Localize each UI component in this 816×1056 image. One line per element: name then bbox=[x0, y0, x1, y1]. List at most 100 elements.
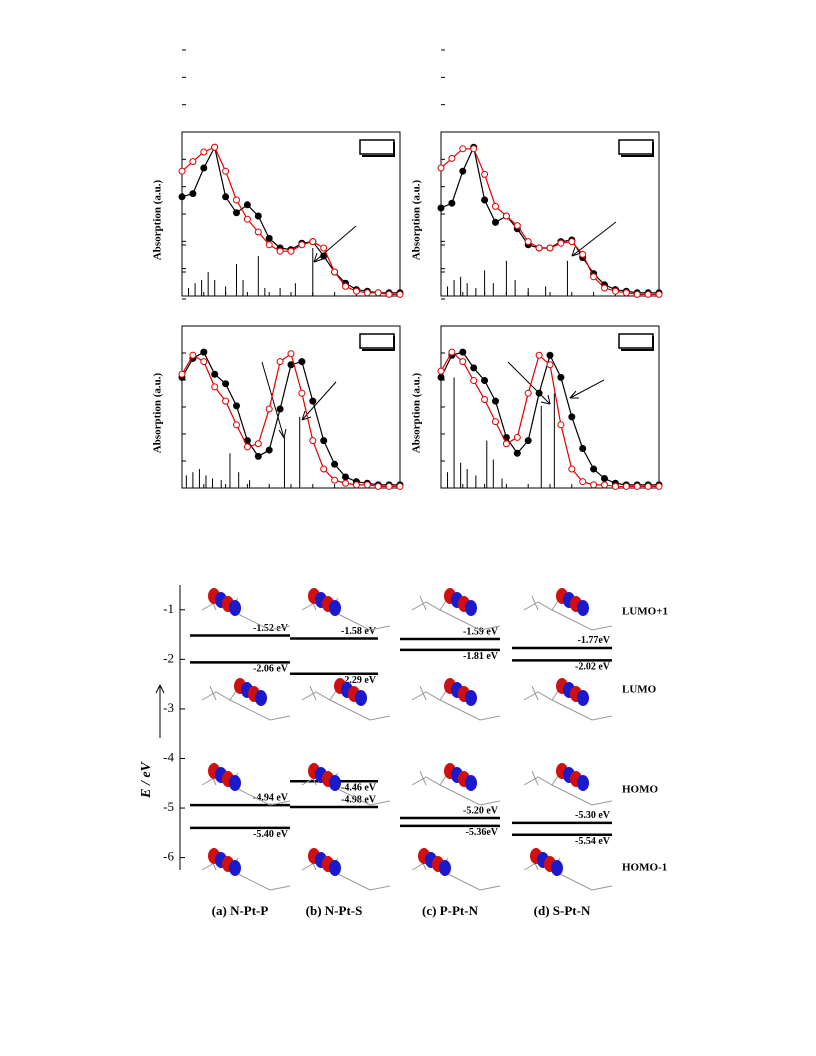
y-axis-label: Absorption (a.u.) bbox=[411, 372, 423, 453]
orbital-image bbox=[201, 588, 291, 631]
orbital-image bbox=[301, 763, 391, 806]
spectrum-line bbox=[181, 145, 400, 294]
spectrum-marker bbox=[200, 164, 208, 172]
spectrum-marker bbox=[437, 373, 445, 381]
y-tick-label: -6 bbox=[163, 849, 174, 864]
level-label: -2.06 eV bbox=[253, 664, 289, 675]
spectrum-marker bbox=[611, 482, 619, 490]
orbital-label: HOMO bbox=[622, 784, 658, 796]
spectrum-marker bbox=[222, 380, 230, 388]
lobe bbox=[329, 600, 341, 616]
spectrum-marker bbox=[448, 348, 456, 356]
spectrum-marker bbox=[265, 405, 273, 413]
spectrum-marker bbox=[535, 351, 543, 359]
lobe bbox=[255, 690, 267, 706]
spectrum-marker bbox=[331, 460, 339, 468]
spectrum-marker bbox=[448, 154, 456, 162]
spectrum-marker bbox=[287, 350, 295, 358]
spectrum-marker bbox=[655, 482, 663, 490]
spectrum-line bbox=[440, 351, 659, 488]
orbital-image bbox=[301, 848, 391, 891]
spectrum-marker bbox=[481, 170, 489, 178]
spectrum-marker bbox=[492, 418, 499, 426]
spectrum-marker bbox=[276, 405, 284, 413]
spectrum-marker bbox=[298, 241, 306, 249]
orbital-image bbox=[523, 588, 613, 631]
level-label: -5.20 eV bbox=[463, 805, 499, 816]
spectrum-marker bbox=[655, 290, 663, 298]
spectrum-line bbox=[440, 148, 659, 295]
spectrum-marker bbox=[524, 238, 532, 246]
orbital-label: HOMO-1 bbox=[622, 862, 667, 874]
spectrum-marker bbox=[459, 358, 467, 366]
legend-box bbox=[618, 139, 654, 155]
spectrum-marker bbox=[535, 389, 543, 397]
y-tick-label: -3 bbox=[163, 700, 174, 715]
spectrum-marker bbox=[557, 373, 565, 381]
legend-shadow bbox=[621, 142, 654, 157]
spectrum-marker bbox=[535, 244, 543, 252]
spectrum-marker bbox=[568, 465, 576, 473]
spectrum-marker bbox=[200, 358, 208, 366]
level-label: -5.54 eV bbox=[575, 836, 611, 847]
orbital-image bbox=[301, 588, 391, 631]
spectrum-marker bbox=[298, 389, 306, 397]
lobe bbox=[577, 690, 589, 706]
spectrum-marker bbox=[546, 361, 554, 369]
spectrum-marker bbox=[331, 476, 339, 484]
spectrum-marker bbox=[352, 287, 360, 295]
lobe bbox=[229, 775, 241, 791]
y-tick-label: -5 bbox=[163, 799, 174, 814]
level-label: -5.30 eV bbox=[575, 810, 611, 821]
spectrum-marker bbox=[513, 449, 521, 457]
level-label: -5.40 eV bbox=[253, 829, 289, 840]
spectrum-marker bbox=[568, 238, 576, 246]
spectrum-marker bbox=[265, 446, 273, 454]
lobe bbox=[551, 860, 563, 876]
orbital-image bbox=[411, 848, 501, 891]
spectrum-marker bbox=[481, 196, 489, 204]
spectrum-marker bbox=[448, 199, 456, 207]
spectrum-marker bbox=[633, 482, 641, 490]
y-axis-label: Absorption (a.u.) bbox=[411, 179, 423, 260]
spectrum-marker bbox=[287, 247, 295, 255]
legend-shadow bbox=[621, 336, 654, 351]
spectrum-marker bbox=[601, 481, 608, 489]
lobe bbox=[329, 775, 341, 791]
orbital-label: LUMO+1 bbox=[622, 606, 668, 618]
spectrum-marker bbox=[331, 268, 339, 276]
level-label: -1.58 eV bbox=[341, 626, 377, 637]
spectrum-marker bbox=[320, 244, 328, 252]
column-label: (d) S-Pt-N bbox=[534, 903, 591, 918]
spectrum-marker bbox=[342, 282, 349, 290]
column-label: (c) P-Pt-N bbox=[422, 903, 479, 918]
spectrum-marker bbox=[396, 290, 404, 298]
spectrum-marker bbox=[309, 397, 317, 405]
spectrum-marker bbox=[189, 190, 197, 198]
y-tick-label: -2 bbox=[163, 650, 174, 665]
spectrum-marker bbox=[590, 481, 598, 489]
spectrum-marker bbox=[644, 482, 652, 490]
y-tick-label: -4 bbox=[163, 749, 174, 764]
spectrum-marker bbox=[309, 437, 317, 445]
spectrum-marker bbox=[601, 475, 608, 483]
spectrum-marker bbox=[622, 289, 630, 297]
spectrum-marker bbox=[524, 389, 532, 397]
spectrum-marker bbox=[611, 287, 619, 295]
spectrum-marker bbox=[363, 289, 371, 297]
spectrum-marker bbox=[385, 482, 393, 490]
level-label: -4.94 eV bbox=[253, 792, 289, 803]
lobe bbox=[329, 860, 341, 876]
spectrum-marker bbox=[579, 250, 587, 258]
spectrum-marker bbox=[374, 482, 382, 490]
spectrum-marker bbox=[601, 284, 608, 292]
spectrum-marker bbox=[437, 204, 445, 212]
orbital-image bbox=[411, 763, 501, 806]
spectrum-marker bbox=[437, 367, 445, 375]
spectrum-marker bbox=[644, 290, 652, 298]
spectrum-marker bbox=[579, 445, 587, 452]
y-axis-label: Absorption (a.u.) bbox=[152, 179, 164, 260]
spectrum-marker bbox=[502, 212, 510, 220]
level-label: -1.81 eV bbox=[463, 651, 499, 662]
orbital-image bbox=[201, 848, 291, 891]
